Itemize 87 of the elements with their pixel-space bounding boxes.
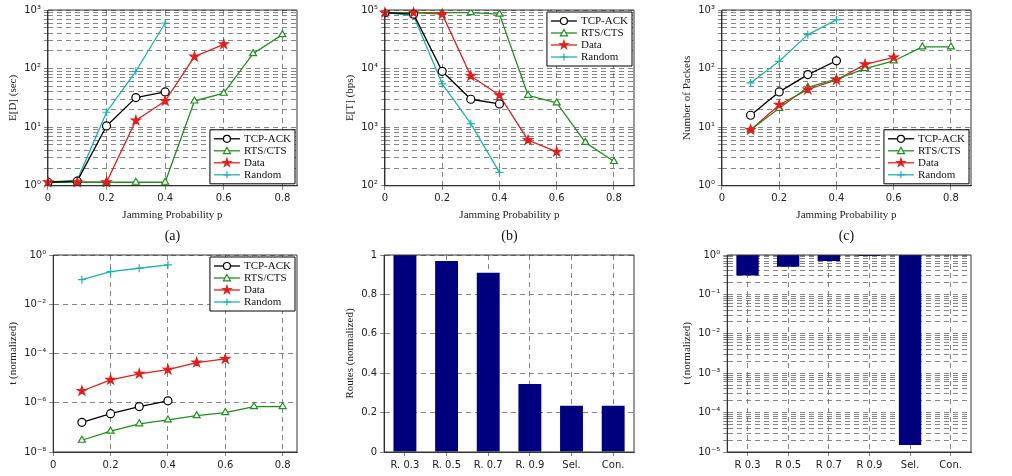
x-tick-label: R. 0.9 xyxy=(515,458,545,470)
y-tick-label: 10⁴ xyxy=(361,62,378,74)
legend-label: RTS/CTS xyxy=(917,143,961,156)
x-tick-label: R 0.9 xyxy=(856,458,883,470)
x-tick-label: 0.2 xyxy=(102,458,119,470)
y-tick-label: 10⁰ xyxy=(24,179,41,191)
legend-label: Random xyxy=(917,167,956,180)
y-tick-label: 10¹ xyxy=(24,120,41,132)
y-tick-label: 0.2 xyxy=(361,406,378,418)
text: (b) xyxy=(501,227,518,244)
y-tick-label: 0.4 xyxy=(361,366,378,378)
y-axis-title: E[D] (sec) xyxy=(6,74,20,121)
y-tick-label: 10⁻³ xyxy=(698,366,721,378)
legend-label: TCP-ACK xyxy=(243,131,292,144)
x-tick-label: R 0.7 xyxy=(815,458,842,470)
y-tick-label: 10⁰ xyxy=(703,248,721,260)
y-tick-label: 10³ xyxy=(698,3,715,15)
x-tick-label: 0.6 xyxy=(217,458,234,470)
y-tick-label: 10⁰ xyxy=(29,248,47,260)
x-tick-label: 0 xyxy=(50,458,57,470)
y-tick-label: 10² xyxy=(24,62,41,74)
y-tick-label: 10³ xyxy=(361,120,378,132)
x-tick-label: 0.2 xyxy=(434,192,451,204)
y-tick-label: 0.6 xyxy=(361,327,378,339)
legend-label: Random xyxy=(580,49,619,62)
x-tick-label: 0.2 xyxy=(771,192,788,204)
x-tick-label: R. 0.3 xyxy=(390,458,420,470)
y-tick-label: 10⁵ xyxy=(361,3,378,15)
x-tick-label: R. 0.7 xyxy=(473,458,503,470)
y-tick-label: 10³ xyxy=(24,3,41,15)
legend-label: Data xyxy=(243,282,265,295)
legend-label: RTS/CTS xyxy=(243,270,287,283)
legend-label: TCP-ACK xyxy=(917,131,966,144)
x-tick-label: 0.8 xyxy=(943,192,959,204)
y-axis-title: Routes (normalized) xyxy=(343,308,357,399)
x-tick-label: 0.8 xyxy=(274,192,291,204)
y-tick-label: 0 xyxy=(370,445,378,457)
legend-label: TCP-ACK xyxy=(580,13,629,26)
y-tick-label: 10⁻⁴ xyxy=(24,347,47,359)
legend-label: RTS/CTS xyxy=(580,25,624,38)
y-tick-label: 10⁻⁵ xyxy=(698,445,721,457)
y-tick-label: 10² xyxy=(698,62,715,74)
x-tick-label: Sel. xyxy=(562,458,581,470)
legend-label: Data xyxy=(243,155,265,168)
legend-label: Random xyxy=(243,167,282,180)
x-axis-title: Jamming Probability p xyxy=(796,208,898,221)
x-tick-label: Sel. xyxy=(900,458,920,470)
x-tick-label: R 0.3 xyxy=(734,458,761,470)
y-tick-label: 10⁰ xyxy=(698,179,715,191)
y-tick-label: 10² xyxy=(361,179,378,191)
y-tick-label: 10⁻² xyxy=(24,297,47,309)
x-axis-title: Jamming Probability p xyxy=(122,208,224,221)
x-tick-label: Con. xyxy=(939,458,962,470)
text: (a) xyxy=(164,227,181,244)
y-tick-label: 1 xyxy=(370,248,378,260)
legend-label: TCP-ACK xyxy=(243,258,292,271)
x-tick-label: 0.4 xyxy=(828,192,845,204)
legend-label: Data xyxy=(580,37,602,50)
y-tick-label: 10¹ xyxy=(698,120,715,132)
x-tick-label: R 0.5 xyxy=(775,458,802,470)
x-tick-label: 0.6 xyxy=(885,192,902,204)
y-axis-title: Number of Packets xyxy=(680,55,693,141)
x-tick-label: Con. xyxy=(601,458,625,470)
y-tick-label: 10⁻⁸ xyxy=(24,445,47,457)
y-tick-label: 0.8 xyxy=(361,287,378,299)
y-tick-label: 10⁻⁴ xyxy=(698,406,721,418)
x-tick-label: R. 0.5 xyxy=(432,458,462,470)
legend-label: Random xyxy=(243,294,282,307)
y-axis-title: t (normalized) xyxy=(680,321,694,385)
y-tick-label: 10⁻⁶ xyxy=(24,396,47,408)
y-axis-title: t (normalized) xyxy=(6,321,20,385)
x-tick-label: 0.4 xyxy=(157,192,174,204)
y-tick-label: 10⁻² xyxy=(698,327,721,339)
y-axis-title: E[T] (bps) xyxy=(343,74,357,121)
legend-label: Data xyxy=(917,155,939,168)
x-tick-label: 0.2 xyxy=(98,192,115,204)
x-tick-label: 0.4 xyxy=(491,192,508,204)
text: (c) xyxy=(838,227,855,244)
legend-label: RTS/CTS xyxy=(243,143,287,156)
x-tick-label: 0.4 xyxy=(159,458,176,470)
x-tick-label: 0.8 xyxy=(274,458,291,470)
x-tick-label: 0 xyxy=(381,192,389,204)
x-tick-label: 0.6 xyxy=(215,192,232,204)
y-tick-label: 10⁻¹ xyxy=(698,287,721,299)
x-tick-label: 0.6 xyxy=(548,192,565,204)
x-tick-label: 0.8 xyxy=(606,192,622,204)
x-axis-title: Jamming Probability p xyxy=(459,208,561,221)
